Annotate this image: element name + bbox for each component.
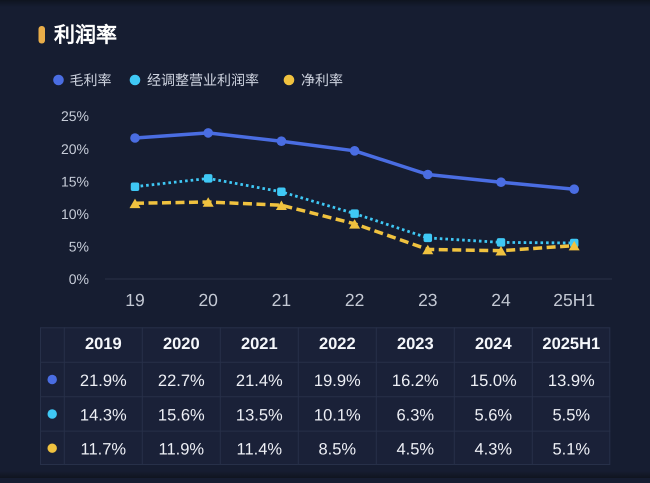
svg-text:5.6%: 5.6% (474, 407, 512, 425)
svg-text:5%: 5% (69, 239, 89, 255)
svg-text:23: 23 (418, 290, 437, 310)
svg-text:2023: 2023 (397, 335, 434, 353)
svg-text:11.7%: 11.7% (81, 441, 127, 459)
svg-text:15.6%: 15.6% (158, 407, 205, 425)
svg-text:2021: 2021 (241, 335, 278, 353)
svg-text:4.5%: 4.5% (396, 441, 434, 459)
svg-text:14.3%: 14.3% (80, 407, 127, 425)
svg-text:5.5%: 5.5% (552, 407, 590, 425)
svg-text:4.3%: 4.3% (474, 441, 512, 459)
svg-text:11.9%: 11.9% (159, 441, 205, 459)
svg-text:19.9%: 19.9% (314, 372, 361, 390)
svg-text:6.3%: 6.3% (396, 407, 434, 425)
svg-text:利润率: 利润率 (54, 23, 117, 47)
svg-text:20%: 20% (61, 141, 89, 157)
svg-text:5.1%: 5.1% (552, 441, 590, 459)
svg-text:21.9%: 21.9% (80, 372, 127, 390)
svg-text:22.7%: 22.7% (158, 372, 205, 390)
svg-text:24: 24 (491, 290, 511, 310)
svg-text:8.5%: 8.5% (318, 441, 356, 459)
svg-text:15%: 15% (61, 173, 89, 189)
svg-text:2020: 2020 (163, 335, 200, 353)
svg-text:毛利率: 毛利率 (70, 72, 112, 88)
svg-text:10.1%: 10.1% (314, 407, 361, 425)
svg-text:16.2%: 16.2% (392, 372, 439, 390)
svg-text:2024: 2024 (475, 335, 513, 353)
svg-text:净利率: 净利率 (301, 72, 343, 88)
svg-text:25%: 25% (61, 108, 89, 124)
svg-text:2022: 2022 (319, 335, 356, 353)
svg-text:2019: 2019 (85, 335, 122, 353)
svg-text:11.4%: 11.4% (237, 441, 283, 459)
svg-text:15.0%: 15.0% (470, 372, 517, 390)
svg-text:经调整营业利润率: 经调整营业利润率 (147, 72, 259, 88)
svg-text:13.9%: 13.9% (548, 372, 595, 390)
svg-text:19: 19 (125, 290, 144, 310)
svg-text:21: 21 (272, 290, 291, 310)
svg-text:13.5%: 13.5% (236, 407, 283, 425)
svg-text:22: 22 (345, 290, 364, 310)
svg-text:0%: 0% (69, 271, 89, 287)
svg-text:25H1: 25H1 (553, 290, 595, 310)
svg-text:10%: 10% (61, 206, 89, 222)
svg-text:2025H1: 2025H1 (542, 335, 600, 353)
svg-text:21.4%: 21.4% (236, 372, 283, 390)
svg-text:20: 20 (198, 290, 218, 310)
